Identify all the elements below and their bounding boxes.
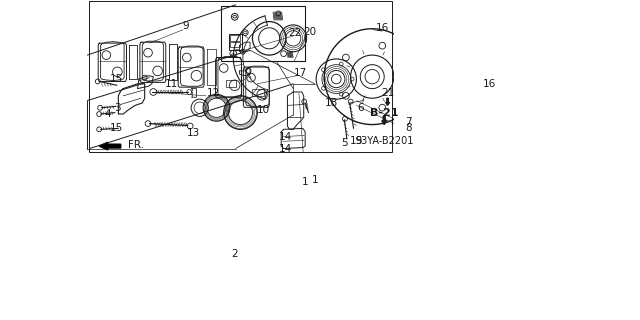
Text: 4: 4	[104, 109, 111, 119]
Text: 7: 7	[405, 117, 412, 127]
Text: 16: 16	[376, 23, 389, 33]
Text: 20: 20	[303, 27, 317, 36]
Text: 1: 1	[312, 175, 318, 185]
Text: 17: 17	[294, 68, 307, 78]
Text: B-21: B-21	[370, 108, 399, 117]
Text: 11: 11	[164, 79, 178, 89]
Text: S3YA-B2201: S3YA-B2201	[355, 136, 414, 146]
Text: 9: 9	[182, 21, 189, 31]
Text: 13: 13	[187, 128, 200, 138]
Bar	[228, 34, 242, 50]
Text: 21: 21	[381, 88, 394, 99]
Text: 2: 2	[232, 249, 238, 259]
Bar	[230, 35, 241, 41]
Text: 6: 6	[357, 103, 364, 113]
Bar	[221, 6, 305, 61]
Text: 18: 18	[325, 98, 338, 108]
Text: 5: 5	[341, 138, 348, 148]
FancyArrow shape	[386, 98, 390, 105]
Text: 12: 12	[207, 88, 220, 99]
Text: 19: 19	[350, 136, 364, 146]
Text: 15: 15	[110, 74, 124, 84]
Text: 22: 22	[288, 28, 301, 37]
Text: 15: 15	[110, 124, 124, 133]
FancyArrow shape	[382, 116, 387, 124]
Text: 16: 16	[483, 79, 496, 89]
Text: 3: 3	[114, 103, 121, 113]
Text: 8: 8	[405, 124, 412, 133]
Bar	[226, 81, 236, 87]
FancyArrow shape	[99, 142, 121, 150]
Text: 10: 10	[257, 105, 269, 115]
Bar	[252, 89, 264, 96]
Text: 1: 1	[302, 177, 308, 187]
Text: 14: 14	[278, 143, 292, 154]
Bar	[230, 42, 241, 47]
Text: FR.: FR.	[128, 140, 144, 150]
Text: 14: 14	[278, 132, 292, 141]
